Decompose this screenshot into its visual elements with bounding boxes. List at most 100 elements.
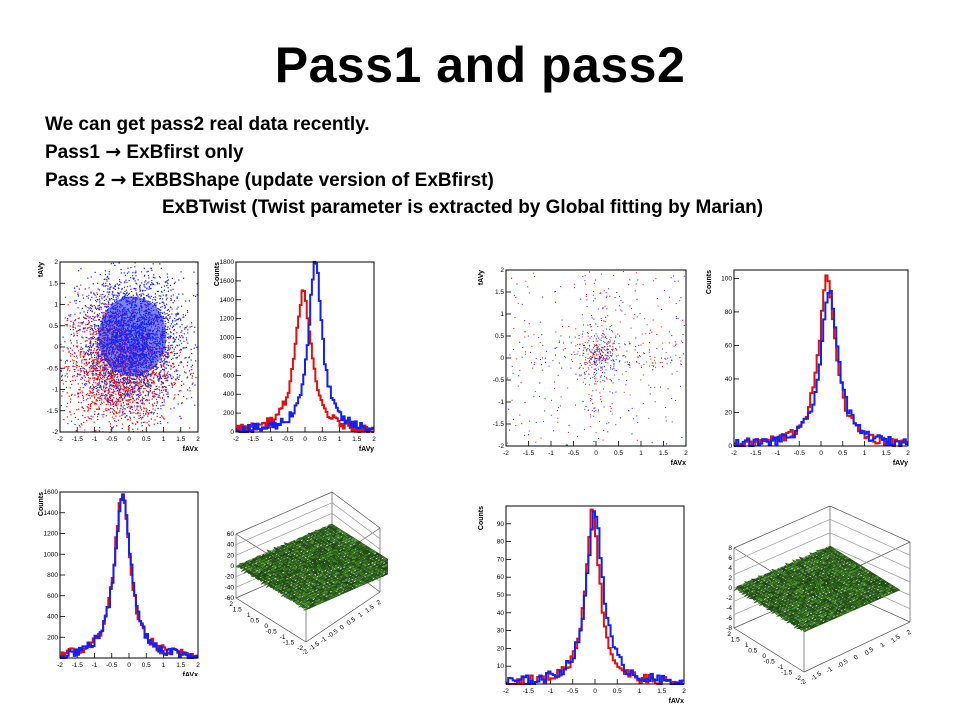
y-tick-label: 60 (497, 574, 505, 581)
histogram-series (734, 289, 908, 447)
x-tick-label: 1.5 (364, 603, 376, 614)
y-tick-label: 2 (727, 631, 731, 638)
intro-line: We can get pass2 real data recently. (45, 114, 370, 135)
plot-right-hist-x: -2 -1.5 -1 -0.5 0 0.5 1 1.5 2 10 20 30 40 50 60 70 80 90 f… (478, 505, 686, 705)
y-tick-label: 50 (497, 592, 505, 599)
x-tick-label: -0.5 (836, 658, 850, 670)
y-tick-label: -0.5 (266, 629, 278, 636)
x-tick-label: -1 (319, 636, 328, 645)
y-tick-label: -1.5 (781, 670, 793, 677)
x-tick-label: 0 (339, 624, 346, 632)
y-tick-label: 90 (497, 521, 505, 528)
x-tick-label: 0.5 (142, 436, 151, 443)
x-tick-label: 1 (879, 641, 886, 649)
x-tick-label: -1.5 (72, 436, 84, 443)
x-tick-label: -1.5 (750, 450, 762, 457)
x-tick-label: 0.5 (346, 616, 358, 627)
x-tick-label: 1.5 (659, 450, 668, 457)
y-tick-label: 1200 (220, 316, 235, 323)
plot-frame (59, 491, 199, 659)
x-tick-label: 1.5 (890, 633, 902, 644)
y-tick-label: 1 (745, 642, 749, 649)
histogram-series (236, 261, 374, 433)
x-tick-label: 1 (338, 436, 342, 443)
y-tick-label: 800 (223, 353, 234, 360)
y-tick-label: 1600 (44, 489, 59, 496)
x-tick-label: 0 (594, 450, 598, 457)
y-tick-label: 80 (725, 309, 733, 316)
y-tick-label: -1 (52, 387, 58, 394)
y-tick-label: 600 (47, 593, 58, 600)
x-tick-label: 2 (372, 436, 376, 443)
x-tick-label: 0 (819, 450, 823, 457)
y-tick-label: 1 (54, 302, 58, 309)
plot-frame (505, 269, 687, 447)
plot-right-surface: 86420-2-4-6-8-2-1.5-1-0.500.511.5221.510… (726, 505, 913, 687)
y-tick-label: 1 (500, 311, 504, 318)
y-axis-label: fAVy (38, 262, 45, 277)
y-tick-label: 70 (497, 556, 505, 563)
y-tick-label: 80 (497, 539, 505, 546)
x-tick-label: 0 (853, 654, 860, 662)
z-tick-label: -20 (225, 574, 235, 581)
plot-left-surface: 6040200-20-40-60-2-1.5-1-0.500.511.5221.… (225, 491, 388, 657)
y-tick-label: 0 (54, 344, 58, 351)
y-axis-label: Counts (38, 492, 45, 516)
x-tick-label: 1 (162, 662, 166, 669)
x-tick-label: -1.5 (523, 450, 535, 457)
arrow-icon: → (110, 169, 127, 191)
x-tick-label: -2 (57, 436, 63, 443)
x-tick-label: -1.5 (523, 688, 535, 695)
x-tick-label: 1.5 (176, 662, 185, 669)
y-tick-label: 2 (54, 259, 58, 266)
pass2-label: Pass 2 (45, 170, 111, 191)
x-tick-label: 0.5 (838, 450, 847, 457)
z-tick-label: -60 (225, 595, 235, 602)
x-tick-label: -0.5 (794, 450, 806, 457)
pass1-line: Pass1 → ExBfirst only (45, 141, 244, 164)
y-tick-label: 0.5 (49, 323, 58, 330)
x-tick-label: 0.5 (142, 662, 151, 669)
pass2-line: Pass 2 → ExBBShape (update version of Ex… (45, 169, 494, 192)
y-tick-label: 0.5 (250, 618, 259, 625)
x-tick-label: -2 (503, 450, 509, 457)
x-tick-label: -0.5 (568, 450, 580, 457)
y-tick-label: -1.5 (47, 408, 59, 415)
x-tick-label: 2 (684, 450, 688, 457)
plot-left-scatter: -2 -1.5 -1 -0.5 0 0.5 1 1.5 2 -2 -1.5 -1 -0.5 0 0.5 1 1.… (38, 259, 200, 453)
y-tick-label: 1800 (220, 259, 235, 266)
y-tick-label: 40 (497, 610, 505, 617)
dense-core (98, 296, 167, 377)
x-tick-label: -2 (57, 662, 63, 669)
y-tick-label: 0 (500, 355, 504, 362)
twist-line: ExBTwist (Twist parameter is extracted b… (162, 197, 764, 218)
x-tick-label: -0.5 (282, 436, 294, 443)
z-tick-label: 0 (230, 563, 234, 570)
pass2-desc: ExBBShape (update version of ExBfirst) (126, 170, 494, 191)
z-tick-label: 20 (227, 552, 235, 559)
x-tick-label: 1 (638, 688, 642, 695)
x-tick-label: 2 (196, 662, 200, 669)
x-tick-label: 1.5 (657, 688, 666, 695)
x-tick-label: 0 (127, 662, 131, 669)
x-tick-label: -1.5 (810, 670, 824, 682)
y-axis-label: Counts (706, 270, 713, 294)
x-tick-label: 0 (303, 436, 307, 443)
y-tick-label: 100 (721, 275, 732, 282)
y-tick-label: 1200 (44, 531, 59, 538)
slide-title: Pass1 and pass2 (274, 37, 686, 93)
x-tick-label: 2 (376, 599, 383, 607)
x-axis-label: fAVx (671, 460, 687, 467)
y-tick-label: 60 (725, 342, 733, 349)
x-tick-label: 2 (196, 436, 200, 443)
x-tick-label: -2 (503, 688, 509, 695)
x-tick-label: -0.5 (106, 436, 118, 443)
y-tick-label: -2 (52, 429, 58, 436)
y-tick-label: 2 (500, 267, 504, 274)
y-tick-label: 1400 (220, 297, 235, 304)
x-tick-label: -0.5 (567, 688, 579, 695)
y-tick-label: 200 (47, 634, 58, 641)
y-tick-label: 1.5 (495, 289, 504, 296)
x-axis-label: fAVy (359, 446, 374, 453)
x-axis-label: fAVx (183, 446, 199, 453)
